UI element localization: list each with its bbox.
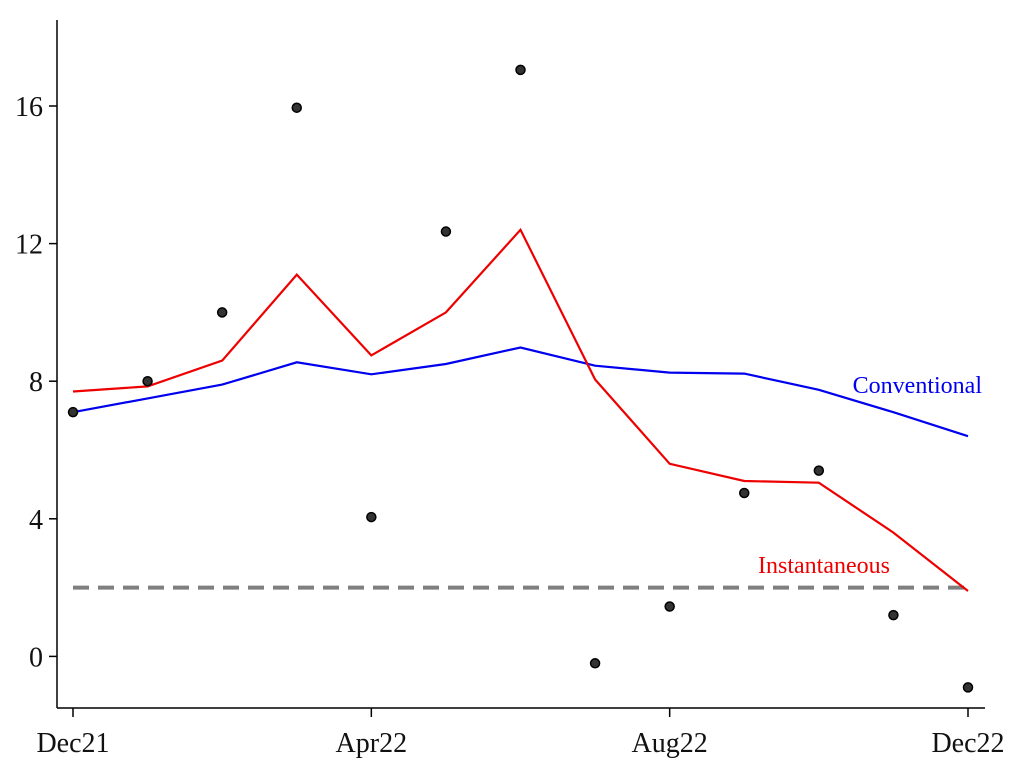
series-label-instantaneous: Instantaneous xyxy=(758,553,890,579)
x-tick-label: Aug22 xyxy=(632,728,708,759)
series-labels: Conventional Instantaneous xyxy=(758,373,982,579)
y-tick-label: 0 xyxy=(29,642,43,673)
x-tick-label: Dec21 xyxy=(36,728,109,759)
y-tick-label: 16 xyxy=(15,92,43,123)
data-point xyxy=(440,226,452,237)
data-point xyxy=(888,609,899,621)
data-point xyxy=(291,102,302,113)
axes: 0 4 8 12 16 Dec21 Apr22 Aug22 Dec22 xyxy=(15,20,1005,759)
data-point xyxy=(142,375,153,387)
y-tick-label: 8 xyxy=(29,367,43,398)
series-line-conventional xyxy=(72,346,969,438)
data-point xyxy=(739,487,750,499)
series-line-instantaneous xyxy=(72,227,969,592)
scatter-points xyxy=(67,64,974,693)
data-point xyxy=(813,465,825,476)
y-tick-label: 12 xyxy=(15,230,43,261)
data-point xyxy=(216,307,228,318)
data-point xyxy=(515,64,526,76)
series-label-conventional: Conventional xyxy=(853,373,983,399)
x-tick-label: Dec22 xyxy=(931,728,1004,759)
data-point xyxy=(366,511,377,523)
data-point xyxy=(589,658,601,669)
y-tick-label: 4 xyxy=(29,505,43,536)
data-point xyxy=(664,601,675,612)
data-point xyxy=(962,682,974,693)
x-tick-label: Apr22 xyxy=(336,728,408,759)
series-lines xyxy=(72,227,969,592)
data-point xyxy=(67,406,79,418)
